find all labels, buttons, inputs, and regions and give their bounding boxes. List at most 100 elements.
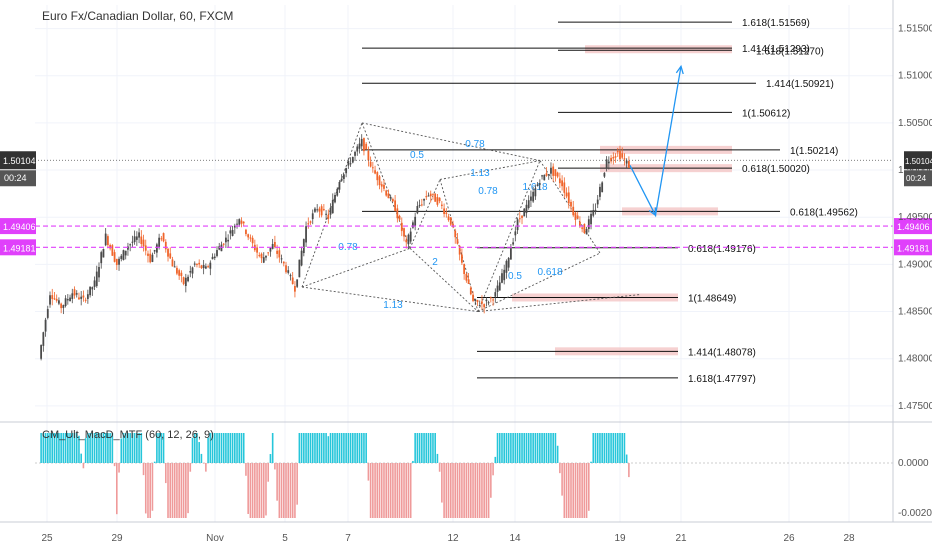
candle-body[interactable]: [383, 184, 385, 189]
candle-body[interactable]: [204, 266, 207, 269]
candle-body[interactable]: [465, 274, 468, 281]
candle-body[interactable]: [176, 267, 178, 274]
candle-body[interactable]: [445, 212, 448, 215]
projection-arrowhead-down[interactable]: [648, 207, 657, 217]
candle-body[interactable]: [387, 193, 390, 199]
candle-body[interactable]: [538, 183, 541, 185]
candle-body[interactable]: [258, 255, 261, 257]
candle-body[interactable]: [216, 250, 218, 256]
candle-body[interactable]: [349, 163, 352, 165]
candle-body[interactable]: [503, 269, 506, 281]
candle-body[interactable]: [202, 264, 205, 269]
candle-body[interactable]: [42, 332, 45, 346]
candle-body[interactable]: [345, 168, 348, 174]
candle-body[interactable]: [443, 208, 445, 215]
candle-body[interactable]: [492, 299, 494, 301]
candle-body[interactable]: [556, 172, 559, 177]
candle-body[interactable]: [610, 157, 612, 162]
candle-body[interactable]: [561, 180, 563, 187]
candle-body[interactable]: [49, 295, 51, 305]
candle-body[interactable]: [351, 156, 354, 163]
candle-body[interactable]: [436, 197, 439, 205]
candle-body[interactable]: [579, 221, 581, 227]
candle-body[interactable]: [184, 277, 187, 287]
candle-body[interactable]: [507, 257, 510, 268]
candle-body[interactable]: [322, 209, 325, 211]
candle-body[interactable]: [449, 217, 452, 225]
candle-body[interactable]: [623, 158, 626, 160]
candle-body[interactable]: [278, 250, 281, 258]
candle-body[interactable]: [256, 247, 258, 253]
candle-body[interactable]: [162, 233, 165, 242]
candle-body[interactable]: [380, 184, 383, 187]
candle-body[interactable]: [124, 250, 127, 256]
candle-body[interactable]: [456, 239, 459, 244]
candle-body[interactable]: [211, 256, 214, 260]
candle-body[interactable]: [207, 266, 209, 268]
candle-body[interactable]: [78, 297, 80, 300]
candle-body[interactable]: [142, 239, 145, 247]
candle-body[interactable]: [534, 188, 537, 197]
candle-body[interactable]: [476, 299, 479, 303]
candle-body[interactable]: [461, 254, 463, 263]
candle-body[interactable]: [407, 234, 410, 245]
candle-body[interactable]: [75, 293, 78, 295]
candle-body[interactable]: [489, 297, 492, 299]
candle-body[interactable]: [131, 241, 134, 243]
candle-body[interactable]: [432, 193, 434, 195]
candle-body[interactable]: [40, 345, 43, 359]
candle-body[interactable]: [296, 279, 299, 287]
candle-body[interactable]: [285, 265, 287, 273]
candle-body[interactable]: [360, 138, 363, 147]
candle-body[interactable]: [238, 219, 241, 225]
candle-body[interactable]: [367, 150, 370, 161]
candle-body[interactable]: [267, 252, 270, 254]
candle-body[interactable]: [171, 259, 174, 267]
candle-body[interactable]: [514, 231, 517, 236]
candle-body[interactable]: [376, 172, 379, 181]
candle-body[interactable]: [581, 227, 584, 229]
candle-body[interactable]: [104, 233, 107, 246]
candle-body[interactable]: [122, 250, 125, 261]
candle-body[interactable]: [616, 151, 619, 153]
candle-body[interactable]: [472, 294, 474, 301]
candle-body[interactable]: [483, 304, 486, 308]
candle-body[interactable]: [302, 239, 305, 254]
candle-body[interactable]: [82, 295, 85, 298]
candle-body[interactable]: [481, 301, 483, 304]
candle-body[interactable]: [147, 253, 149, 256]
candle-body[interactable]: [474, 299, 477, 302]
candle-body[interactable]: [391, 199, 394, 202]
candle-body[interactable]: [66, 299, 69, 301]
candle-body[interactable]: [91, 287, 94, 290]
candle-body[interactable]: [209, 262, 212, 269]
candle-body[interactable]: [229, 230, 232, 234]
candle-body[interactable]: [138, 232, 140, 238]
candle-body[interactable]: [231, 229, 234, 236]
candle-body[interactable]: [601, 182, 604, 193]
candle-body[interactable]: [291, 277, 294, 285]
candle-body[interactable]: [298, 259, 301, 278]
candle-body[interactable]: [129, 244, 132, 246]
candle-body[interactable]: [371, 167, 374, 169]
candle-body[interactable]: [251, 237, 254, 244]
candle-body[interactable]: [354, 151, 356, 156]
candle-body[interactable]: [363, 138, 365, 152]
candle-body[interactable]: [196, 263, 198, 265]
horizontal-lines[interactable]: 1.49406 1.49406 1.49181 1.49181: [0, 218, 932, 256]
candle-body[interactable]: [44, 319, 47, 332]
candle-body[interactable]: [527, 200, 530, 208]
candle-body[interactable]: [115, 258, 118, 266]
candle-body[interactable]: [440, 204, 443, 206]
candle-body[interactable]: [485, 299, 488, 302]
candle-body[interactable]: [173, 266, 176, 268]
candle-body[interactable]: [133, 236, 136, 243]
candle-body[interactable]: [612, 157, 615, 159]
candle-body[interactable]: [220, 244, 223, 252]
candle-body[interactable]: [478, 305, 481, 307]
candle-body[interactable]: [409, 231, 412, 242]
candle-body[interactable]: [512, 242, 515, 245]
candle-body[interactable]: [418, 204, 421, 206]
candle-body[interactable]: [260, 253, 263, 259]
candle-body[interactable]: [227, 239, 230, 242]
